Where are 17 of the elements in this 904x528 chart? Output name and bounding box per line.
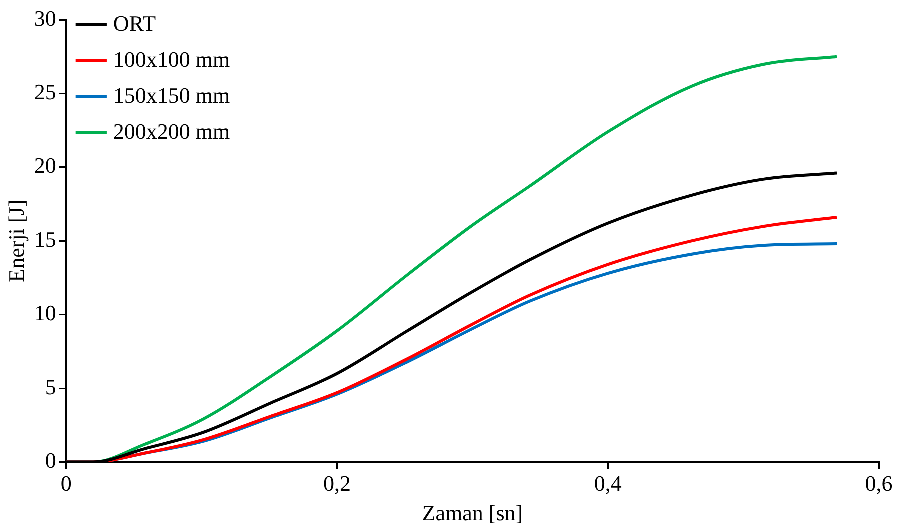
y-tick-label: 10: [34, 300, 56, 326]
legend-label: 100x100 mm: [113, 46, 230, 72]
legend-label: 200x200 mm: [113, 118, 230, 144]
x-tick-label: 0,4: [594, 471, 622, 496]
y-tick-label: 5: [45, 374, 56, 400]
y-tick-label: 20: [34, 153, 56, 178]
x-tick-label: 0,2: [324, 471, 352, 496]
legend-label: 150x150 mm: [113, 82, 230, 108]
y-tick-label: 15: [34, 226, 56, 252]
y-tick-label: 0: [45, 448, 56, 473]
y-tick-label: 30: [34, 6, 56, 31]
x-tick-label: 0: [60, 471, 72, 496]
y-axis-title: Enerji [J]: [4, 200, 29, 282]
x-tick-label: 0,6: [865, 471, 893, 496]
y-tick-label: 25: [34, 79, 56, 104]
legend-label: ORT: [113, 10, 157, 36]
x-axis-title: Zaman [sn]: [422, 500, 524, 526]
